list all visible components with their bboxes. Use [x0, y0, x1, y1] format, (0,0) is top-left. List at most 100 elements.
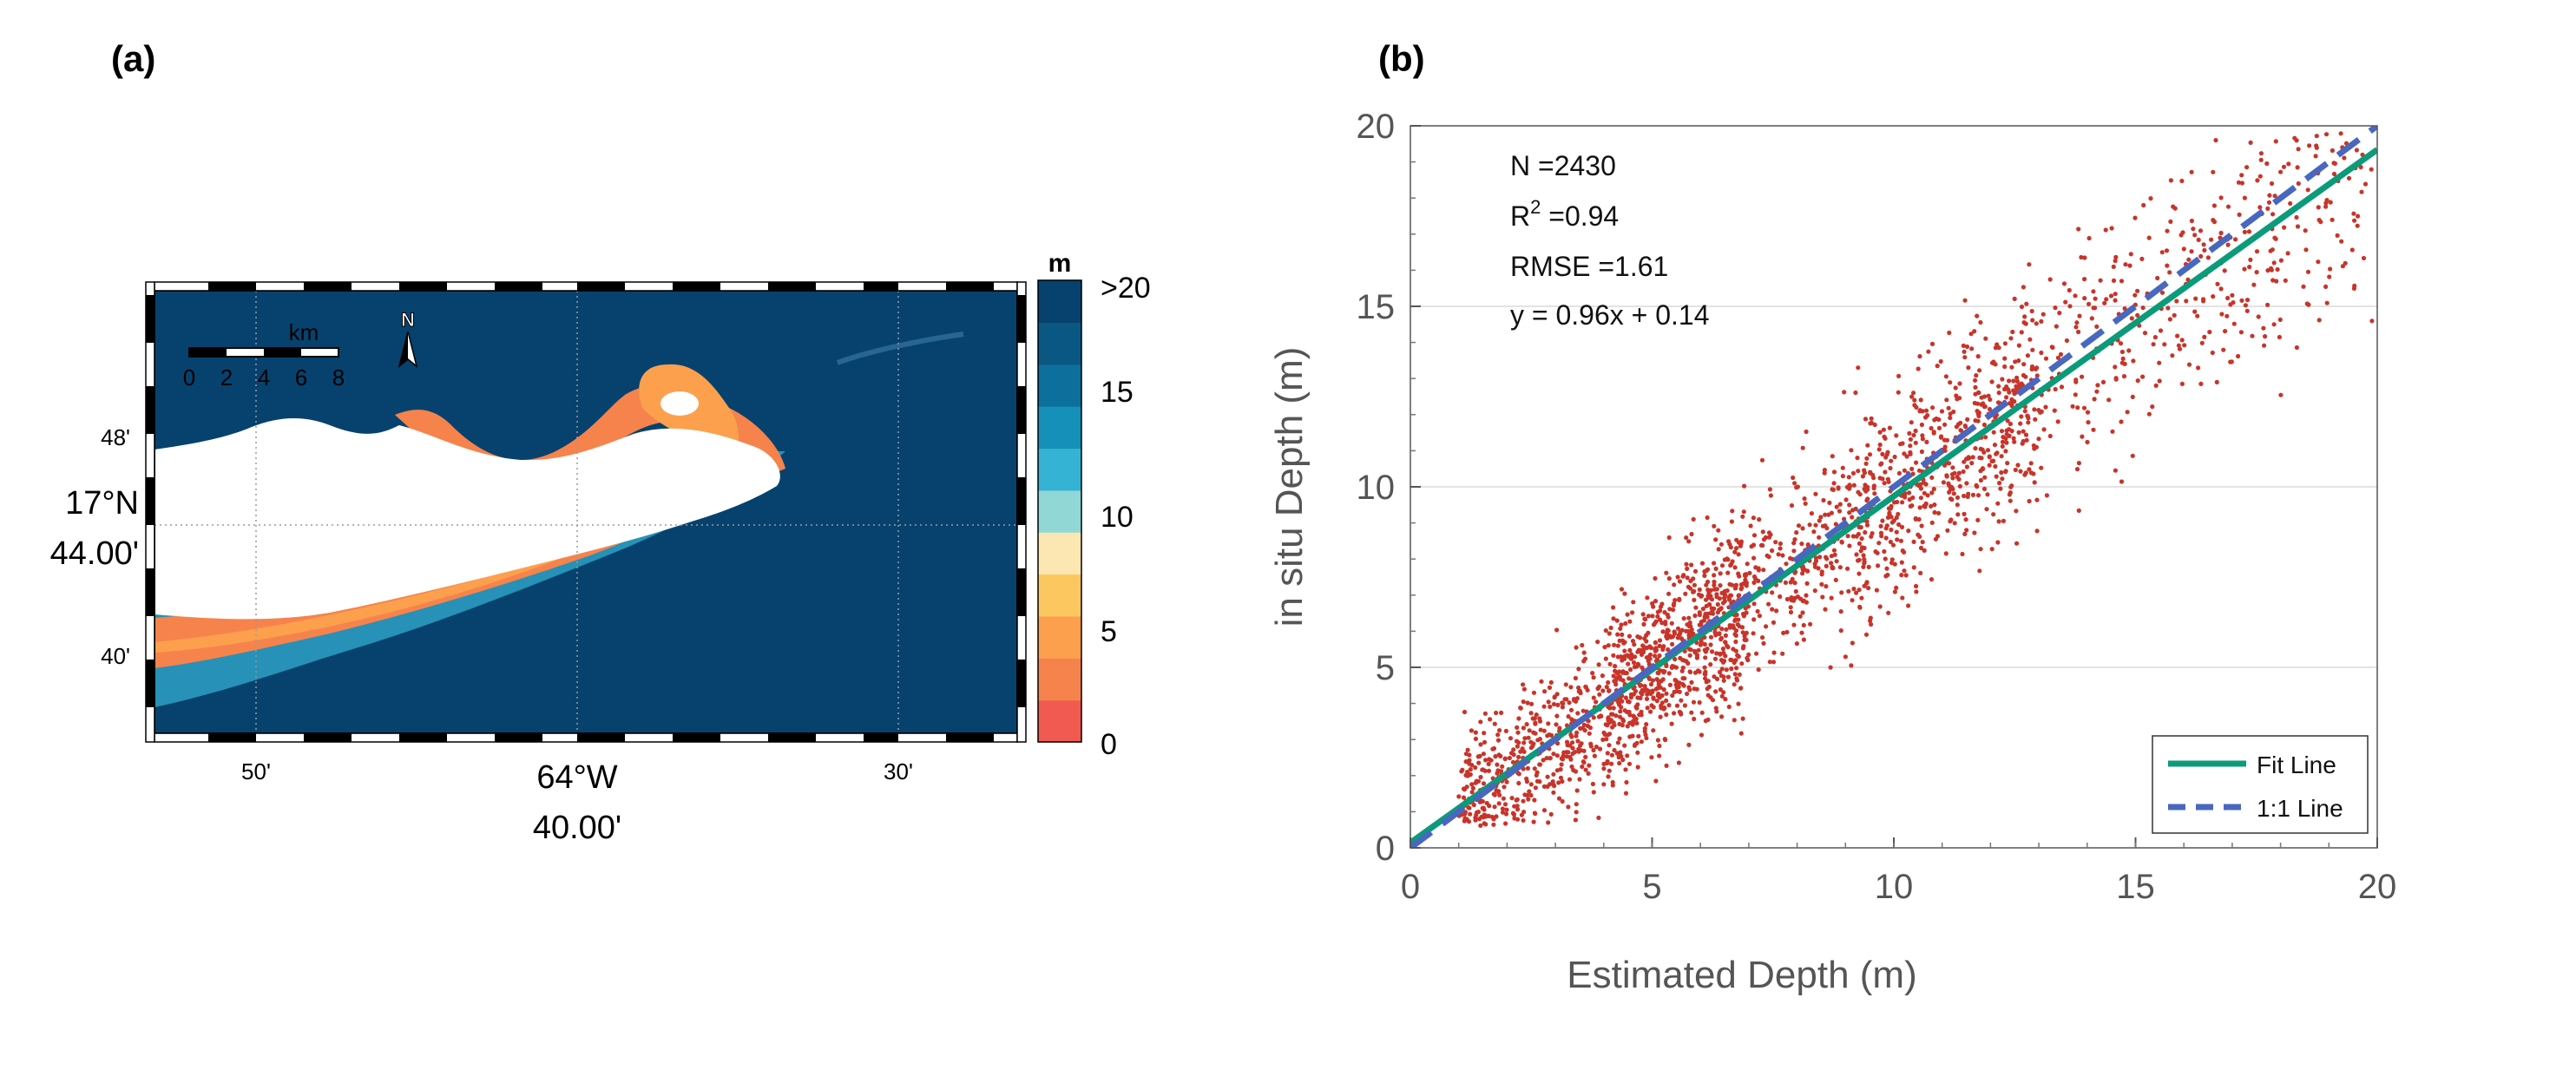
scatter-point	[1688, 624, 1693, 629]
scatter-point	[1720, 601, 1726, 606]
scatter-point	[2135, 288, 2140, 293]
stat-n: N =2430	[1510, 150, 1616, 181]
scatter-point	[1719, 693, 1725, 699]
scatter-point	[1931, 430, 1936, 436]
scatter-point	[2225, 295, 2231, 301]
scatter-point	[1736, 593, 1741, 599]
scatter-point	[2199, 340, 2205, 345]
scatter-point	[1502, 784, 1507, 790]
scatter-point	[1945, 528, 1950, 533]
colorbar-tick-gt20: >20	[1101, 272, 1151, 305]
scatter-point	[1630, 733, 1635, 738]
scatter-point	[1634, 720, 1640, 726]
scatter-point	[1784, 629, 1790, 635]
scatter-point	[1733, 658, 1738, 663]
scatter-point	[2082, 277, 2087, 282]
scatter-point	[1911, 391, 1916, 396]
scatter-point	[1490, 746, 1495, 752]
scatter-point	[1531, 741, 1536, 746]
scatter-point	[1999, 469, 2004, 476]
scatter-point	[1869, 621, 1874, 627]
scatter-point	[1830, 454, 1835, 459]
scatter-point	[1691, 576, 1696, 581]
scatter-point	[2128, 252, 2133, 257]
scatter-point	[1554, 627, 1560, 633]
scatter-point	[1500, 810, 1506, 815]
scatter-point	[1932, 417, 1937, 423]
scatter-point	[1603, 628, 1608, 633]
scatter-point	[1796, 523, 1802, 528]
scale-tick-0: 0	[183, 364, 195, 391]
stat-r2-superscript: 2	[1530, 196, 1541, 218]
scatter-point	[1697, 699, 1702, 706]
scatter-point	[1526, 735, 1531, 740]
scatter-point	[1564, 754, 1569, 759]
scatter-point	[2007, 378, 2012, 384]
scatter-point	[1965, 417, 1970, 422]
scatter-point	[1630, 610, 1635, 615]
scatter-point	[1956, 470, 1962, 476]
scatter-point	[1712, 656, 1718, 661]
scatter-point	[1768, 532, 1773, 537]
scatter-point	[1672, 629, 1677, 634]
scatter-point	[1771, 650, 1777, 655]
scatter-point	[1821, 497, 1826, 503]
scatter-point	[2086, 235, 2092, 241]
scatter-point	[2109, 226, 2114, 231]
scatter-point	[2294, 138, 2299, 143]
scatter-point	[1840, 474, 1845, 479]
scatter-point	[1732, 632, 1738, 637]
scatter-point	[1743, 573, 1748, 578]
scatter-point	[2100, 379, 2106, 384]
scatter-point	[1800, 571, 1805, 576]
scatter-point	[1479, 814, 1484, 819]
scatter-point	[1950, 476, 1955, 481]
scatter-point	[1645, 645, 1650, 651]
scatter-point	[1471, 802, 1476, 808]
scatter-point	[1625, 753, 1630, 758]
scatter-point	[1487, 757, 1492, 762]
scatter-point	[1633, 654, 1638, 660]
scatter-point	[1996, 384, 2001, 389]
scatter-point	[2354, 148, 2359, 153]
scatter-point	[1654, 699, 1659, 704]
scatter-point	[1703, 612, 1708, 617]
scatter-point	[1501, 796, 1506, 801]
scatter-point	[2135, 378, 2140, 384]
scatter-point	[1768, 493, 1773, 498]
scatter-point	[1804, 429, 1809, 435]
scatter-point	[1846, 588, 1851, 594]
scatter-point	[1718, 635, 1724, 641]
scatter-point	[1682, 703, 1687, 708]
scatter-point	[1853, 506, 1858, 512]
scatter-point	[2256, 314, 2261, 319]
scatter-point	[1914, 460, 1919, 465]
scatter-point	[1560, 757, 1566, 762]
scatter-point	[1607, 661, 1613, 666]
scatter-point	[1467, 758, 1472, 763]
scatter-point	[1909, 466, 1915, 472]
scatter-point	[1864, 522, 1870, 528]
scatter-point	[1788, 555, 1793, 561]
scatter-point	[1632, 642, 1637, 647]
scatter-point	[2013, 467, 2018, 473]
scatter-point	[2262, 343, 2267, 348]
scatter-point	[2063, 299, 2068, 305]
scatter-point	[2016, 430, 2021, 435]
scatter-point	[2355, 223, 2360, 228]
scatter-point	[1671, 607, 1676, 613]
scatter-point	[1539, 679, 1544, 684]
scatter-point	[2019, 330, 2024, 335]
scatter-point	[1532, 797, 1537, 803]
scatter-point	[2358, 165, 2363, 170]
scatter-point	[1894, 585, 1899, 591]
scatter-point	[2073, 293, 2078, 299]
scatter-point	[2164, 248, 2170, 253]
scatter-point	[1914, 589, 1919, 594]
scatter-point	[1463, 752, 1469, 757]
scatter-point	[1837, 502, 1843, 507]
scatter-point	[1917, 482, 1923, 487]
scatter-point	[1827, 500, 1832, 506]
scatter-point	[1974, 373, 1979, 378]
scatter-point	[1684, 561, 1689, 567]
